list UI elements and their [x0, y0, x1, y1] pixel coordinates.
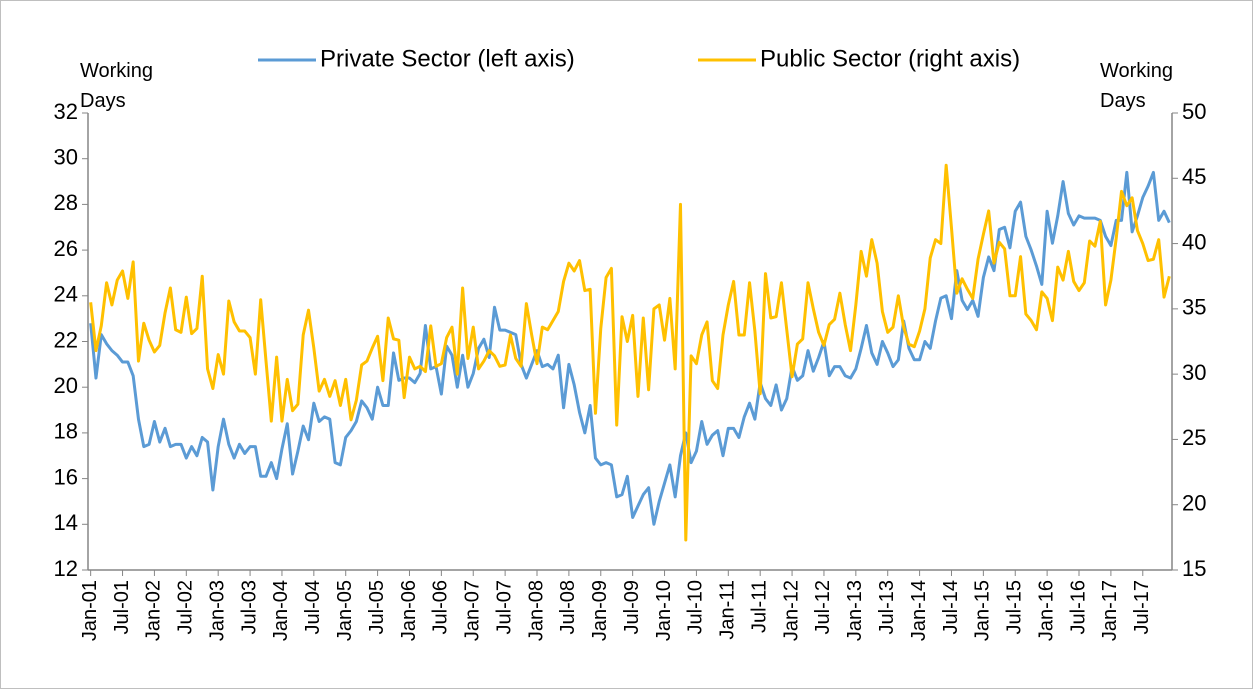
y2-tick-label: 15 — [1182, 556, 1206, 581]
x-tick-label: Jul-14 — [940, 580, 962, 634]
x-tick-label: Jul-07 — [493, 580, 515, 634]
x-tick-label: Jan-04 — [270, 580, 292, 641]
x-tick-label: Jul-03 — [238, 580, 260, 634]
series-line — [89, 163, 1171, 542]
y-tick-label: 14 — [54, 510, 78, 535]
y-axis-title: Working Days — [80, 60, 153, 112]
y2-tick-label: 50 — [1182, 99, 1206, 124]
x-tick-label: Jan-05 — [334, 580, 356, 641]
x-tick-label: Jul-01 — [111, 580, 133, 634]
y2-tick-label: 20 — [1182, 491, 1206, 516]
x-tick-label: Jul-02 — [175, 580, 197, 634]
x-tick-label: Jan-16 — [1035, 580, 1057, 641]
y2-tick-label: 25 — [1182, 425, 1206, 450]
x-tick-label: Jul-11 — [748, 580, 770, 633]
y-tick-label: 30 — [54, 145, 78, 170]
y-tick-label: 12 — [54, 556, 78, 581]
x-tick-label: Jan-06 — [398, 580, 420, 641]
y-tick-label: 28 — [54, 190, 78, 215]
x-tick-label: Jul-10 — [685, 580, 707, 634]
y2-tick-label: 45 — [1182, 164, 1206, 189]
y-tick-label: 32 — [54, 99, 78, 124]
y-tick-label: 20 — [54, 373, 78, 398]
x-tick-label: Jan-10 — [653, 580, 675, 641]
x-tick-label: Jan-03 — [206, 580, 228, 641]
x-tick-label: Jul-13 — [876, 580, 898, 634]
x-tick-label: Jul-17 — [1131, 580, 1153, 634]
x-tick-label: Jul-06 — [430, 580, 452, 634]
y-tick-label: 26 — [54, 236, 78, 261]
x-tick-label: Jan-08 — [525, 580, 547, 641]
y-tick-label: 22 — [54, 327, 78, 352]
x-tick-label: Jan-13 — [844, 580, 866, 641]
x-tick-label: Jul-05 — [366, 580, 388, 634]
legend-label: Public Sector (right axis) — [760, 45, 1020, 72]
y2-tick-label: 35 — [1182, 295, 1206, 320]
x-tick-label: Jan-09 — [589, 580, 611, 641]
x-tick-label: Jul-09 — [621, 580, 643, 634]
y-tick-label: 16 — [54, 464, 78, 489]
y2-axis-title: Working Days — [1100, 60, 1173, 112]
x-tick-label: Jan-12 — [780, 580, 802, 641]
x-tick-label: Jan-01 — [79, 580, 101, 641]
x-tick-label: Jan-11 — [717, 580, 739, 640]
x-tick-label: Jan-07 — [462, 580, 484, 641]
x-tick-label: Jan-17 — [1099, 580, 1121, 641]
x-tick-label: Jan-14 — [908, 580, 930, 641]
x-tick-label: Jul-16 — [1067, 580, 1089, 634]
x-tick-label: Jul-12 — [812, 580, 834, 634]
y-tick-label: 18 — [54, 419, 78, 444]
series-line — [89, 170, 1171, 526]
x-tick-label: Jul-15 — [1004, 580, 1026, 634]
x-tick-label: Jul-04 — [302, 580, 324, 634]
x-tick-label: Jan-15 — [972, 580, 994, 641]
x-tick-label: Jan-02 — [143, 580, 165, 641]
x-tick-label: Jul-08 — [557, 580, 579, 634]
y-tick-label: 24 — [54, 282, 78, 307]
y2-tick-label: 40 — [1182, 229, 1206, 254]
y2-tick-label: 30 — [1182, 360, 1206, 385]
legend-label: Private Sector (left axis) — [320, 45, 575, 72]
